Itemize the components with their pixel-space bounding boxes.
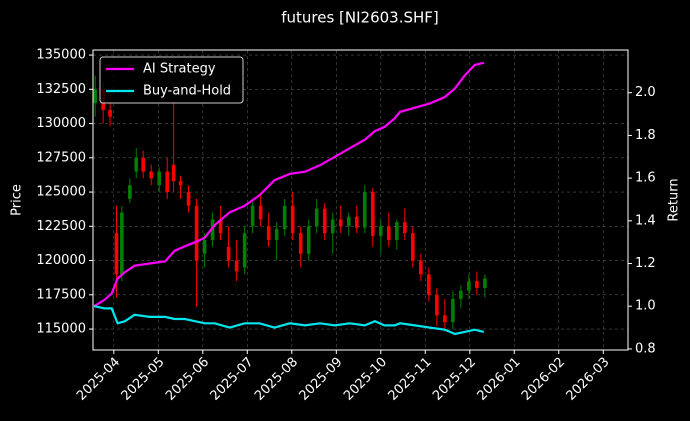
candle-body <box>362 192 367 228</box>
y2-tick-label: 2.0 <box>635 85 656 100</box>
y2-axis-label: Return <box>667 178 682 221</box>
candle-body <box>149 171 153 179</box>
candle-body <box>274 229 279 240</box>
y2-tick-label: 1.0 <box>635 299 656 314</box>
y2-tick-label: 1.4 <box>635 213 656 228</box>
candle-body <box>403 222 407 234</box>
candle-body <box>298 233 303 254</box>
candle-body <box>419 260 423 275</box>
candle-body <box>114 233 119 275</box>
candle-body <box>134 157 139 172</box>
candle-body <box>459 290 463 299</box>
y-tick-label: 125000 <box>36 185 86 200</box>
candle-body <box>435 294 439 316</box>
candle-body <box>354 216 359 228</box>
candle-body <box>108 109 112 117</box>
candle-body <box>258 205 263 220</box>
candle-body <box>443 315 447 323</box>
candle-body <box>330 219 335 234</box>
plot-frame <box>92 49 629 351</box>
candle-body <box>314 208 319 227</box>
candle-body <box>346 216 351 227</box>
series-line <box>93 61 485 308</box>
y-tick-label: 132500 <box>36 82 86 97</box>
y-tick-label: 120000 <box>36 253 86 268</box>
candle-body <box>306 226 311 254</box>
y-tick-label: 135000 <box>36 48 86 63</box>
candle-body <box>93 89 97 104</box>
y-tick-label: 130000 <box>36 116 86 131</box>
candle-body <box>282 205 287 230</box>
candle-body <box>467 281 471 291</box>
candle-body <box>128 185 132 199</box>
y-tick-label: 127500 <box>36 150 86 165</box>
candle-body <box>210 219 215 240</box>
y2-tick-label: 1.6 <box>635 171 656 186</box>
candle-body <box>234 260 239 272</box>
candle-body <box>202 240 207 254</box>
y2-tick-label: 1.2 <box>635 256 656 271</box>
chart-title: futures [NI2603.SHF] <box>281 9 439 27</box>
candle-body <box>290 205 295 234</box>
candle-body <box>194 205 199 261</box>
candle-body <box>370 192 375 236</box>
y-tick-label: 115000 <box>36 322 86 337</box>
candle-body <box>411 233 415 261</box>
candle-body <box>218 219 223 234</box>
candle-body <box>378 226 383 236</box>
candle-body <box>120 212 124 275</box>
y-tick-label: 122500 <box>36 219 86 234</box>
candle-body <box>266 226 271 240</box>
candle-body <box>322 208 327 234</box>
legend-label: Buy-and-Hold <box>143 84 231 99</box>
y2-tick-label: 1.8 <box>635 128 656 143</box>
candle-body <box>186 192 191 206</box>
candle-body <box>157 171 162 186</box>
candle-body <box>178 181 183 186</box>
candle-body <box>483 278 487 288</box>
series-line <box>93 305 485 336</box>
candle-body <box>451 298 455 323</box>
candle-body <box>386 226 391 240</box>
candle-body <box>171 164 176 182</box>
candle-body <box>141 157 145 172</box>
candle-body <box>427 274 431 295</box>
legend-box <box>99 56 244 104</box>
candle-body <box>226 246 231 261</box>
y2-tick-label: 0.8 <box>635 341 656 356</box>
candle-body <box>250 205 255 227</box>
y-tick-label: 117500 <box>36 287 86 302</box>
candle-body <box>395 222 399 240</box>
y-axis-label: Price <box>10 184 25 216</box>
candle-body <box>475 281 479 288</box>
candle-body <box>242 233 247 268</box>
candle-body <box>165 171 170 193</box>
candle-body <box>338 219 343 227</box>
legend-label: AI Strategy <box>143 62 216 77</box>
